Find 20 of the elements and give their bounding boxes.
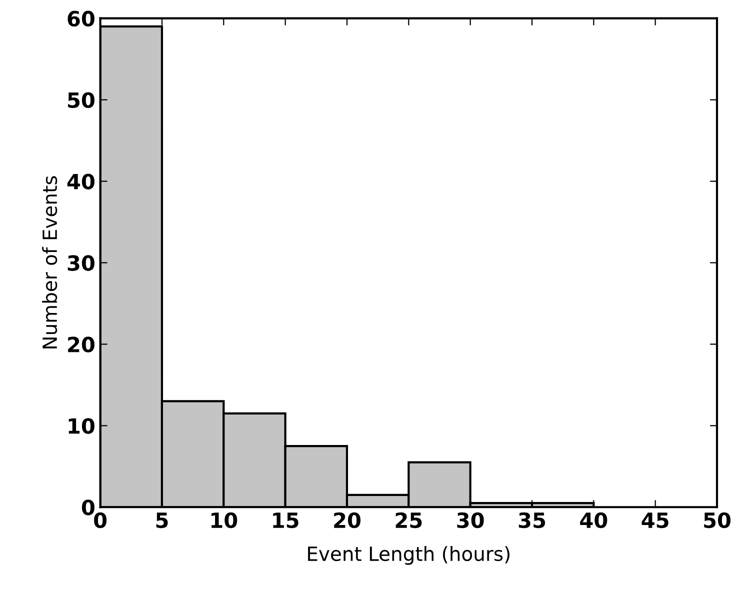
x-tick-label: 25 bbox=[396, 512, 422, 528]
x-tick-label: 30 bbox=[457, 512, 484, 528]
x-tick-label: 20 bbox=[334, 512, 360, 528]
x-axis-title: Event Length (hours) bbox=[308, 546, 510, 565]
y-tick-label: 30 bbox=[68, 255, 94, 271]
y-tick-label: 20 bbox=[68, 336, 94, 352]
y-tick-label: 0 bbox=[82, 500, 94, 516]
y-tick-label: 50 bbox=[68, 92, 94, 108]
x-tick-label: 15 bbox=[273, 512, 298, 528]
x-tick-label: 40 bbox=[580, 512, 608, 528]
y-tick-label: 40 bbox=[67, 174, 94, 190]
x-tick-label: 35 bbox=[518, 512, 546, 528]
y-tick-label: 60 bbox=[68, 10, 94, 27]
x-tick-label: 10 bbox=[212, 512, 238, 528]
y-tick-label: 10 bbox=[68, 418, 94, 434]
x-tick-label: 0 bbox=[94, 512, 107, 528]
x-tick-label: 45 bbox=[642, 512, 668, 528]
y-axis-title: Number of Events bbox=[42, 176, 58, 348]
x-tick-label: 50 bbox=[704, 512, 730, 528]
x-tick-label: 5 bbox=[156, 512, 168, 528]
